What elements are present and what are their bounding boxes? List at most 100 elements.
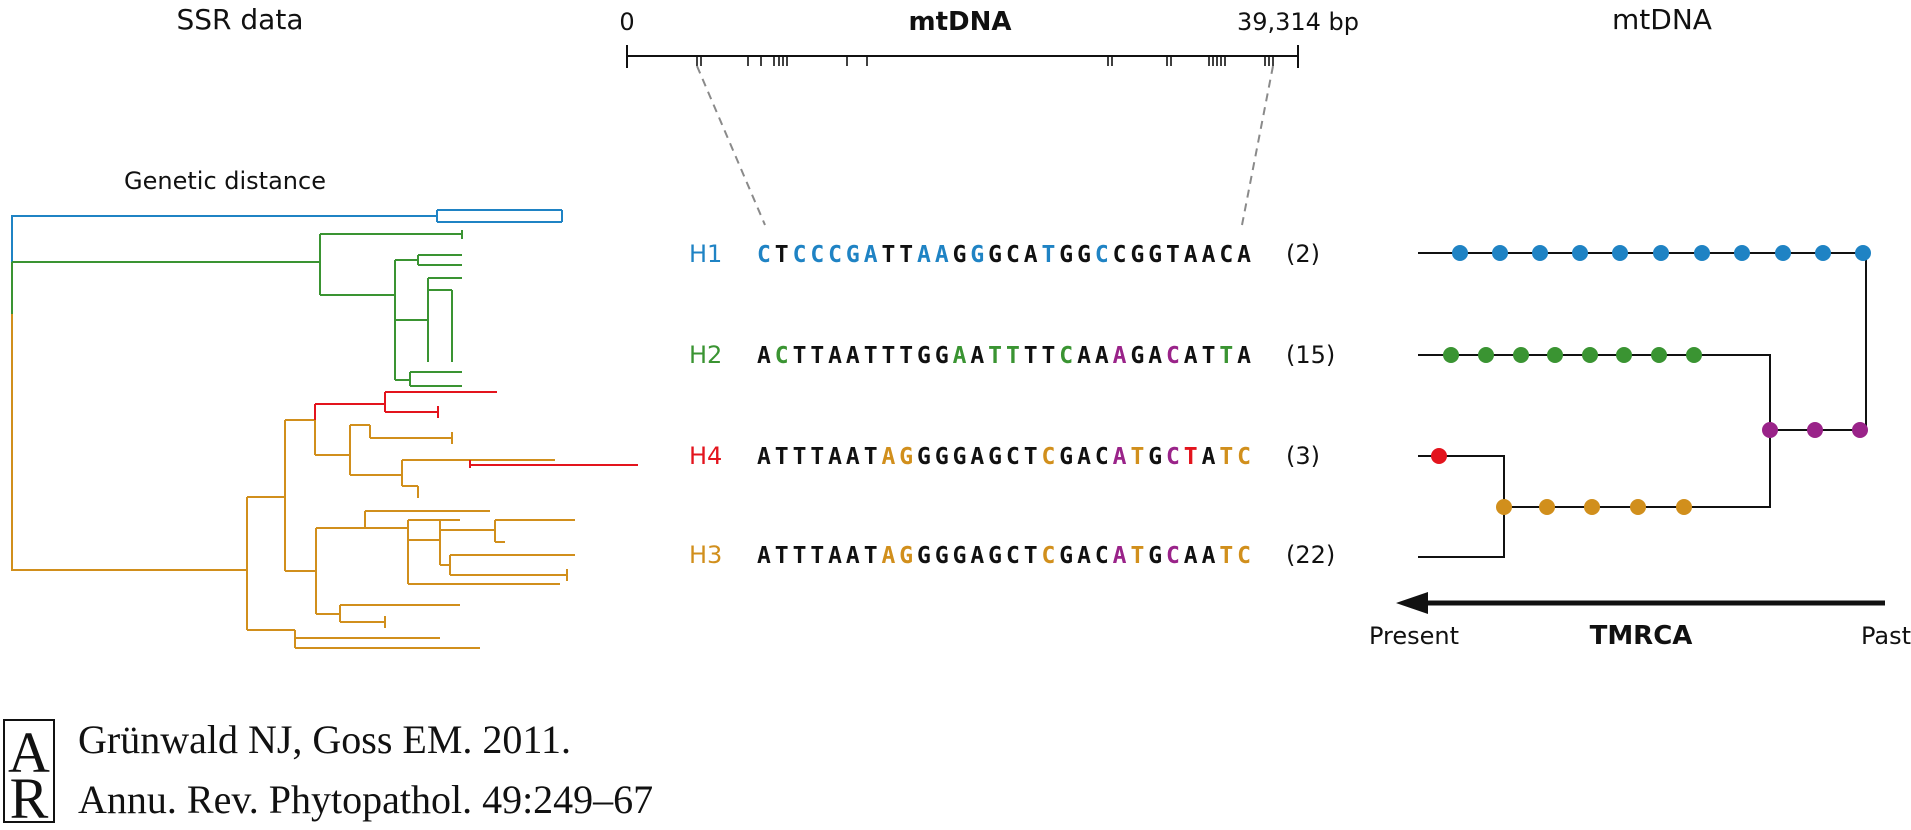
clade-blue bbox=[11, 209, 563, 262]
zoom-guide-right bbox=[1241, 65, 1274, 226]
nucleotide: T bbox=[1024, 543, 1038, 569]
nucleotide: A bbox=[1148, 343, 1162, 369]
nucleotide: T bbox=[793, 343, 807, 369]
nucleotide: T bbox=[1024, 444, 1038, 470]
nucleotide: G bbox=[988, 543, 1002, 569]
nucleotide: A bbox=[1113, 543, 1127, 569]
nucleotide: C bbox=[793, 242, 807, 268]
scale-end-label: 39,314 bp bbox=[1237, 8, 1359, 36]
nucleotide: C bbox=[1006, 444, 1020, 470]
mutation-dot-red bbox=[1431, 448, 1447, 464]
nucleotide: A bbox=[757, 543, 771, 569]
haplotype-id-h2: H2 bbox=[689, 341, 722, 369]
nucleotide: A bbox=[881, 444, 895, 470]
haplotype-id-h3: H3 bbox=[689, 541, 722, 569]
nucleotide: T bbox=[1130, 444, 1144, 470]
ssr-data-header: SSR data bbox=[177, 3, 304, 36]
nucleotide: G bbox=[988, 444, 1002, 470]
mtdna-network-header: mtDNA bbox=[1612, 3, 1712, 36]
nucleotide: G bbox=[1148, 543, 1162, 569]
nucleotide: T bbox=[775, 543, 789, 569]
nucleotide: A bbox=[970, 543, 984, 569]
nucleotide: A bbox=[917, 242, 931, 268]
nucleotide: C bbox=[1237, 444, 1251, 470]
nucleotide: C bbox=[810, 242, 824, 268]
clade-orange bbox=[11, 314, 575, 649]
haplotype-count-h2: (15) bbox=[1286, 341, 1335, 369]
nucleotide: A bbox=[846, 444, 860, 470]
nucleotide: C bbox=[828, 242, 842, 268]
nucleotide: G bbox=[953, 543, 967, 569]
nucleotide: G bbox=[988, 242, 1002, 268]
nucleotide: A bbox=[1202, 543, 1216, 569]
haplotype-count-h4: (3) bbox=[1286, 442, 1320, 470]
nucleotide: T bbox=[1184, 444, 1198, 470]
publisher-logo: A R bbox=[3, 719, 55, 830]
nucleotide: A bbox=[828, 543, 842, 569]
nucleotide: A bbox=[970, 343, 984, 369]
nucleotide: T bbox=[810, 543, 824, 569]
nucleotide: T bbox=[881, 343, 895, 369]
nucleotide: T bbox=[793, 444, 807, 470]
nucleotide: C bbox=[1166, 543, 1180, 569]
svg-text:A: A bbox=[8, 720, 50, 785]
nucleotide: A bbox=[970, 444, 984, 470]
nucleotide: A bbox=[953, 343, 967, 369]
nucleotide: G bbox=[1130, 343, 1144, 369]
nucleotide: C bbox=[1095, 242, 1109, 268]
nucleotide: C bbox=[1006, 543, 1020, 569]
nucleotide: A bbox=[757, 444, 771, 470]
nucleotide: T bbox=[1219, 543, 1233, 569]
nucleotide: T bbox=[864, 543, 878, 569]
nucleotide: A bbox=[1113, 444, 1127, 470]
nucleotide: C bbox=[757, 242, 771, 268]
clade-green bbox=[11, 230, 463, 387]
citation-line-1: Grünwald NJ, Goss EM. 2011. bbox=[78, 717, 571, 762]
haplotype-count-h3: (22) bbox=[1286, 541, 1335, 569]
nucleotide: G bbox=[846, 242, 860, 268]
nucleotide: G bbox=[1077, 242, 1091, 268]
nucleotide: A bbox=[1095, 343, 1109, 369]
nucleotide: A bbox=[846, 343, 860, 369]
nucleotide: A bbox=[1202, 444, 1216, 470]
time-arrow bbox=[1396, 592, 1885, 614]
nucleotide: G bbox=[917, 444, 931, 470]
nucleotide: A bbox=[1024, 242, 1038, 268]
nucleotide: A bbox=[846, 543, 860, 569]
nucleotide: T bbox=[988, 343, 1002, 369]
nucleotide: G bbox=[970, 242, 984, 268]
nucleotide: A bbox=[1237, 242, 1251, 268]
nucleotide: A bbox=[1184, 343, 1198, 369]
nucleotide: C bbox=[1059, 343, 1073, 369]
nucleotide: A bbox=[757, 343, 771, 369]
zoom-guide-left bbox=[696, 65, 766, 226]
nucleotide: T bbox=[1042, 343, 1056, 369]
nucleotide: G bbox=[1059, 543, 1073, 569]
nucleotide: T bbox=[899, 242, 913, 268]
nucleotide: T bbox=[1166, 242, 1180, 268]
nucleotide: T bbox=[1130, 543, 1144, 569]
haplotype-id-h4: H4 bbox=[689, 442, 722, 470]
nucleotide: A bbox=[828, 343, 842, 369]
nucleotide: G bbox=[935, 444, 949, 470]
nucleotide: G bbox=[935, 543, 949, 569]
nucleotide: C bbox=[1166, 343, 1180, 369]
nucleotide: G bbox=[917, 343, 931, 369]
red-tips bbox=[314, 391, 638, 468]
nucleotide: A bbox=[1202, 242, 1216, 268]
scale-start-label: 0 bbox=[619, 8, 634, 36]
haplotype-count-h1: (2) bbox=[1286, 240, 1320, 268]
nucleotide: G bbox=[1059, 242, 1073, 268]
citation-line-2: Annu. Rev. Phytopathol. 49:249–67 bbox=[78, 777, 653, 822]
nucleotide: C bbox=[1042, 444, 1056, 470]
nucleotide: C bbox=[1237, 543, 1251, 569]
nucleotide: A bbox=[1077, 343, 1091, 369]
nucleotide: T bbox=[1024, 343, 1038, 369]
